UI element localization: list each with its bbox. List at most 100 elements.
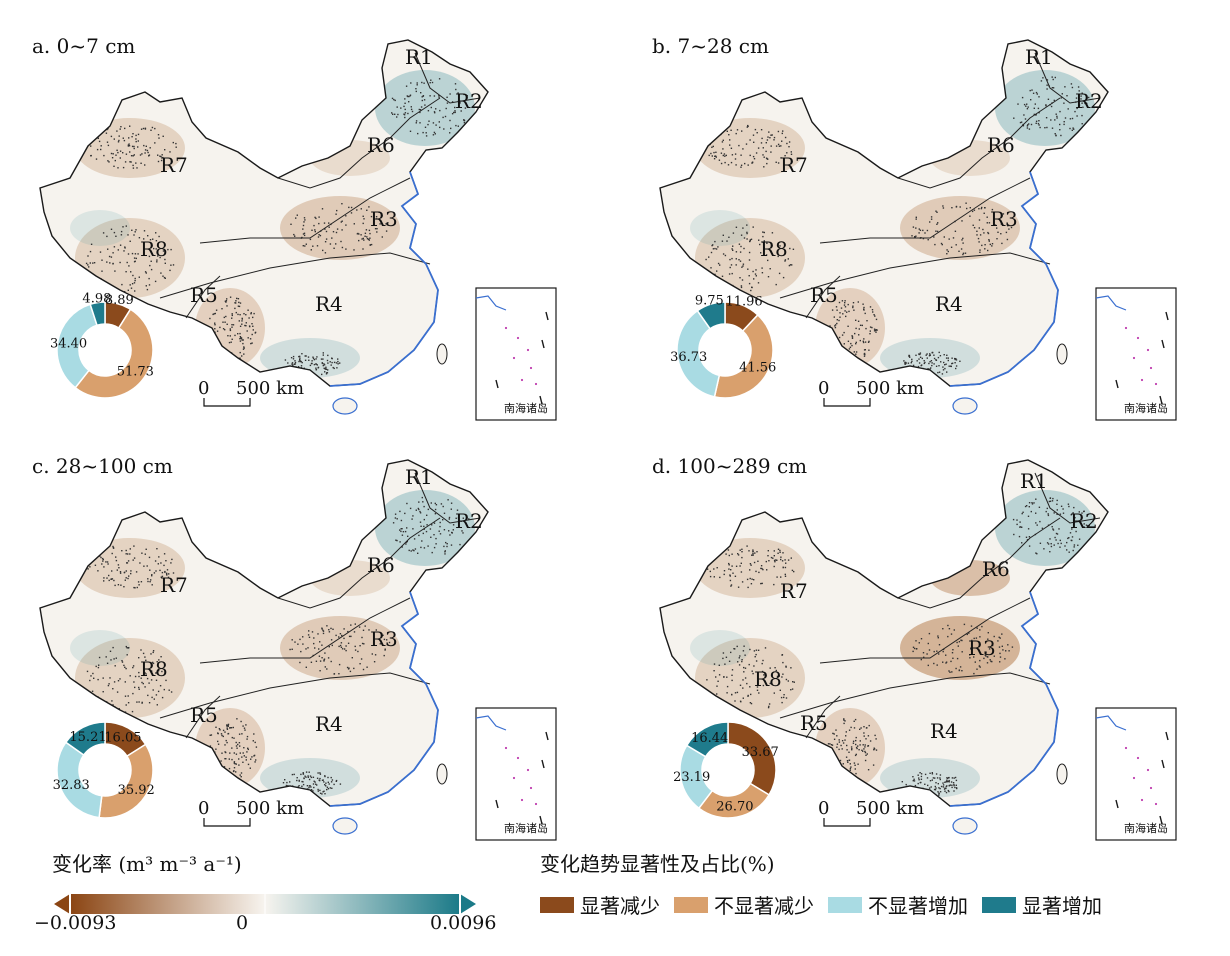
region-boundaries (159, 472, 481, 739)
significance-legend-items: 显著减少 不显著减少 不显著增加 显著增加 (540, 890, 1102, 919)
taiwan (1056, 343, 1068, 365)
donut-value-label: 41.56 (739, 360, 776, 375)
donut-value-label: 9.75 (695, 293, 724, 308)
region-label-r1: R1 (1025, 45, 1053, 69)
donut-value-label: 15.21 (69, 730, 106, 745)
donut-value-label: 16.44 (691, 731, 728, 746)
donut-slice (74, 308, 154, 399)
donut-slice (98, 743, 154, 819)
scale-distance: 500 km (856, 378, 924, 399)
coastline (949, 171, 1059, 387)
country-outline (659, 459, 1109, 807)
taiwan (436, 343, 448, 365)
donut-slice (727, 721, 777, 796)
south-china-sea-inset: 南海诸岛 (475, 287, 557, 421)
legend-swatch (982, 896, 1016, 913)
region-label-r8: R8 (754, 667, 782, 691)
significance-donut: 8.89 51.73 34.40 4.98 (50, 292, 154, 399)
hainan (952, 817, 978, 835)
region-label-r2: R2 (1070, 509, 1098, 533)
region-label-r3: R3 (968, 636, 996, 660)
scale-bar: 0 500 km (198, 798, 304, 827)
region-label-r7: R7 (780, 579, 808, 603)
panel-title: a. 0~7 cm (32, 34, 136, 58)
map-panel-c: c. 28~100 cm R1 R2 R3 R4 R5 R6 R7 R8 南海诸岛 0 500 km… (10, 448, 610, 868)
donut-value-label: 16.05 (104, 731, 141, 746)
map-figure: R1 R2 R3 R4 R5 R6 R7 R8 南海诸岛 0 500 km 8.89 51.73 34.4… (39, 39, 557, 421)
legend-item-sig-decrease: 显著减少 (540, 890, 660, 919)
donut-value-label: 36.73 (670, 350, 707, 365)
region-label-r4: R4 (315, 292, 343, 316)
map-panel-a: a. 0~7 cm R1 R2 R3 R4 R5 R6 R7 R8 南海诸岛 0 500 km 8.8… (10, 28, 610, 448)
map-figure: R1 R2 R3 R4 R5 R6 R7 R8 南海诸岛 0 500 km 11.96 41.56 36.… (659, 39, 1177, 421)
donut-value-label: 51.73 (117, 364, 154, 379)
region-label-r8: R8 (140, 657, 168, 681)
south-china-sea-inset: 南海诸岛 (1095, 287, 1177, 421)
region-label-r1: R1 (1020, 469, 1048, 493)
inset-label: 南海诸岛 (504, 821, 548, 835)
colorbar-min-arrow (54, 894, 70, 914)
region-boundaries (159, 52, 481, 319)
scale-bar: 0 500 km (818, 378, 924, 407)
coastline (949, 591, 1059, 807)
scale-bar: 0 500 km (198, 378, 304, 407)
donut-slice (56, 741, 103, 819)
scale-zero: 0 (818, 798, 829, 819)
scale-zero: 0 (198, 378, 209, 399)
legend-label: 显著减少 (580, 894, 660, 918)
significance-legend: 变化趋势显著性及占比(%) 显著减少 不显著减少 不显著增加 显著增加 (540, 848, 1220, 948)
region-label-r5: R5 (190, 283, 218, 307)
legend-label: 不显著增加 (868, 894, 968, 918)
colorbar-legend: 变化率 (m³ m⁻³ a⁻¹) −0.0093 0 0.0096 (34, 848, 510, 948)
region-label-r3: R3 (370, 627, 398, 651)
coastline (329, 591, 439, 807)
south-china-sea-inset: 南海诸岛 (1095, 707, 1177, 841)
panel-title: d. 100~289 cm (652, 454, 808, 478)
trend-shading (690, 70, 1095, 378)
donut-slice (676, 309, 721, 398)
region-label-r3: R3 (370, 207, 398, 231)
region-label-r2: R2 (455, 509, 483, 533)
inset-label: 南海诸岛 (1124, 821, 1168, 835)
map-panel-d: d. 100~289 cm R1 R2 R3 R4 R5 R6 R7 R8 南海诸岛 0 500 k… (630, 448, 1230, 868)
panel-title: c. 28~100 cm (32, 454, 173, 478)
significance-donut: 16.05 35.92 32.83 15.21 (53, 721, 155, 819)
region-label-r1: R1 (405, 465, 433, 489)
country-fill (40, 460, 488, 806)
panel-title: b. 7~28 cm (652, 34, 769, 58)
region-label-r7: R7 (160, 573, 188, 597)
scale-distance: 500 km (236, 378, 304, 399)
country-fill (660, 40, 1108, 386)
country-outline (659, 39, 1109, 387)
scale-zero: 0 (818, 378, 829, 399)
scale-bar: 0 500 km (818, 798, 924, 827)
region-label-r4: R4 (935, 292, 963, 316)
donut-value-label: 32.83 (53, 778, 90, 793)
hainan (952, 397, 978, 415)
region-boundaries (779, 472, 1101, 739)
region-label-r4: R4 (315, 712, 343, 736)
donut-slice (713, 313, 774, 399)
region-label-r8: R8 (760, 237, 788, 261)
donut-value-label: 34.40 (50, 337, 87, 352)
legend-swatch (828, 896, 862, 913)
map-figure: R1 R2 R3 R4 R5 R6 R7 R8 南海诸岛 0 500 km 33.67 26.70 23.… (659, 459, 1177, 841)
scale-distance: 500 km (236, 798, 304, 819)
colorbar-max-label: 0.0096 (430, 912, 497, 934)
region-label-r2: R2 (1075, 89, 1103, 113)
region-label-r6: R6 (987, 133, 1015, 157)
region-label-r8: R8 (140, 237, 168, 261)
colorbar-mid-label: 0 (236, 912, 249, 934)
country-fill (40, 40, 488, 386)
donut-value-label: 26.70 (716, 799, 753, 814)
donut-value-label: 11.96 (725, 295, 762, 310)
south-china-sea-inset: 南海诸岛 (475, 707, 557, 841)
donut-slice (685, 721, 729, 758)
donut-value-label: 33.67 (742, 745, 779, 760)
inset-label: 南海诸岛 (1124, 401, 1168, 415)
region-label-r4: R4 (930, 719, 958, 743)
region-label-r7: R7 (780, 153, 808, 177)
colorbar-min-label: −0.0093 (34, 912, 117, 934)
donut-value-label: 35.92 (118, 783, 155, 798)
country-outline (39, 459, 489, 807)
